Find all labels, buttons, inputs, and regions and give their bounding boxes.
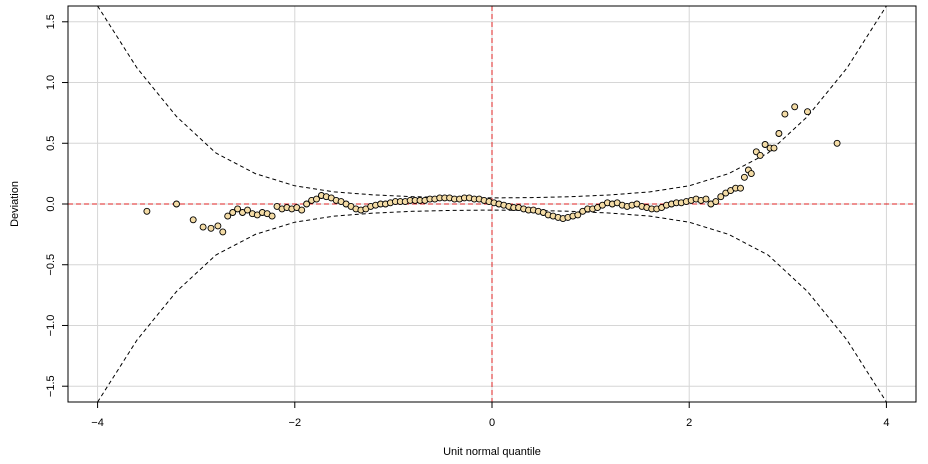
- data-points: [143, 103, 841, 236]
- data-point: [740, 173, 748, 181]
- data-point: [313, 195, 320, 203]
- data-point: [143, 207, 151, 215]
- data-point: [298, 206, 306, 214]
- x-tick-label: 2: [686, 417, 692, 429]
- data-point: [268, 212, 276, 220]
- data-point: [775, 130, 783, 137]
- data-point: [761, 141, 769, 148]
- y-tick-label: −1.5: [45, 375, 57, 397]
- data-point: [702, 195, 710, 203]
- data-point: [574, 211, 582, 219]
- data-point: [234, 205, 242, 213]
- x-tick-label: −4: [91, 417, 104, 429]
- y-axis: −1.5 −1.0 −0.5 0.0 0.5 1.0 1.5: [45, 14, 68, 397]
- data-point: [747, 170, 755, 178]
- x-tick-label: 4: [883, 417, 889, 429]
- x-axis: −4 −2 0 2 4: [91, 401, 889, 429]
- y-tick-label: −0.5: [45, 254, 57, 276]
- data-point: [833, 139, 841, 147]
- data-point: [781, 110, 789, 118]
- data-point: [173, 200, 180, 208]
- data-point: [737, 184, 744, 192]
- y-tick-label: 1.5: [45, 14, 57, 29]
- data-point: [791, 103, 799, 111]
- data-point: [189, 216, 197, 224]
- y-tick-label: 0.0: [45, 196, 57, 211]
- y-tick-label: 0.5: [45, 136, 57, 151]
- data-point: [303, 200, 311, 208]
- x-tick-label: 0: [489, 417, 495, 429]
- lower-band-line: [97, 209, 887, 402]
- data-point: [219, 228, 227, 236]
- data-point: [770, 144, 778, 152]
- y-tick-label: −1.0: [45, 315, 57, 337]
- data-point: [229, 209, 237, 216]
- data-point: [214, 222, 222, 230]
- x-tick-label: −2: [289, 417, 302, 429]
- data-point: [804, 108, 811, 116]
- data-point: [224, 212, 232, 220]
- y-tick-label: 1.0: [45, 75, 57, 90]
- x-axis-title: Unit normal quantile: [443, 446, 541, 458]
- confidence-band: [97, 6, 887, 402]
- data-point: [712, 198, 720, 206]
- data-point: [756, 151, 764, 159]
- data-point: [199, 223, 207, 231]
- upper-band-line: [97, 6, 887, 199]
- data-point: [717, 193, 725, 201]
- data-point: [207, 224, 215, 232]
- y-axis-title: Deviation: [9, 181, 21, 227]
- data-point: [244, 206, 251, 214]
